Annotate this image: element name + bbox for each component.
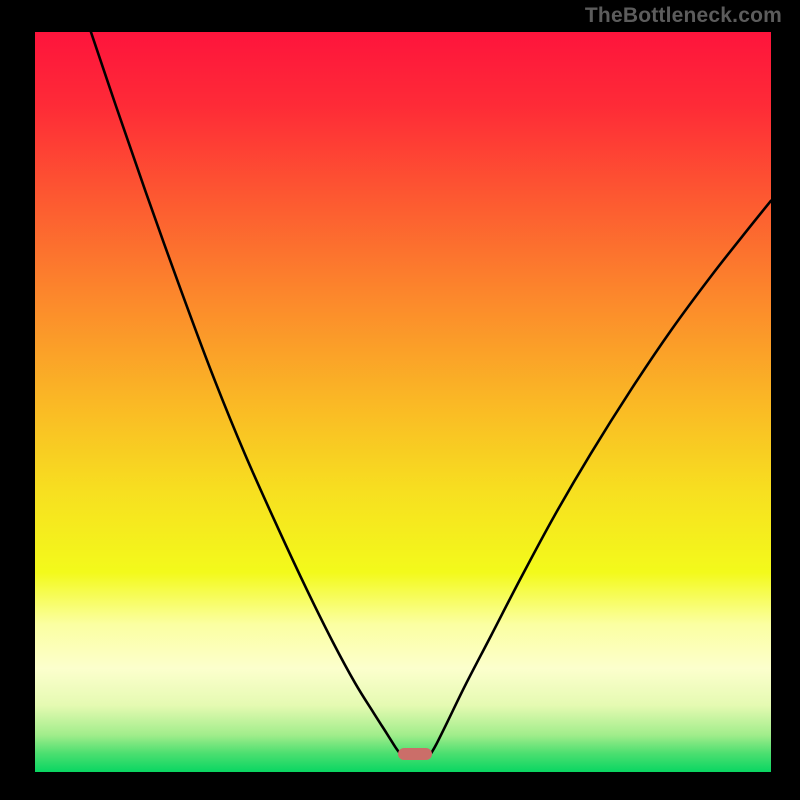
left-curve — [91, 32, 400, 754]
min-marker — [398, 748, 432, 760]
curve-svg — [35, 32, 771, 772]
watermark-text: TheBottleneck.com — [585, 4, 782, 28]
right-curve — [431, 201, 771, 754]
plot-area — [35, 32, 771, 772]
chart-container: TheBottleneck.com — [0, 0, 800, 800]
